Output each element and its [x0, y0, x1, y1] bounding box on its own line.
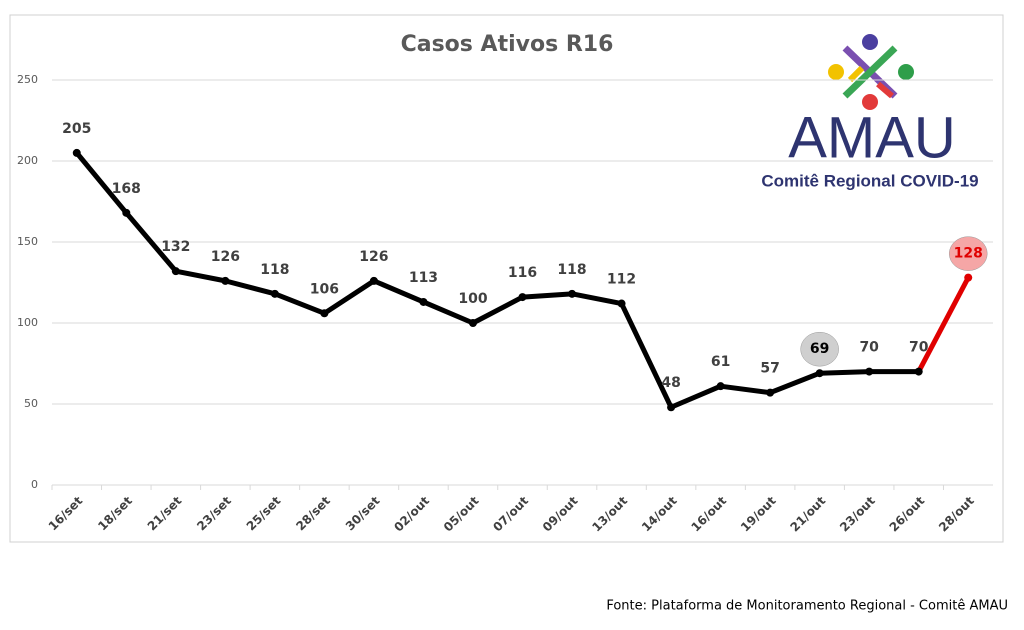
- point: [171, 267, 180, 276]
- data-label: 118: [260, 262, 289, 278]
- y-tick-label: 50: [24, 397, 38, 410]
- data-label: 116: [508, 265, 537, 281]
- point: [320, 309, 329, 318]
- y-tick-label: 200: [17, 154, 38, 167]
- point: [617, 299, 626, 308]
- source-note: Fonte: Plataforma de Monitoramento Regio…: [606, 599, 1008, 614]
- point: [964, 273, 973, 282]
- data-label: 61: [711, 354, 730, 370]
- data-label: 168: [112, 181, 141, 197]
- logo-dot: [828, 64, 844, 80]
- data-label: 57: [760, 361, 779, 377]
- data-label: 128: [954, 246, 983, 262]
- logo-subtitle: Comitê Regional COVID-19: [761, 171, 978, 190]
- data-label: 70: [859, 340, 879, 356]
- point: [518, 293, 527, 302]
- data-label: 205: [62, 121, 91, 137]
- point: [815, 369, 824, 378]
- point: [914, 367, 923, 376]
- point: [419, 297, 428, 306]
- logo-dot: [898, 64, 914, 80]
- line-highlight: [916, 276, 971, 373]
- data-label: 106: [310, 281, 339, 297]
- data-label: 113: [409, 270, 438, 286]
- point: [122, 208, 131, 217]
- point: [716, 382, 725, 391]
- data-label: 48: [661, 375, 680, 391]
- data-label: 100: [458, 291, 487, 307]
- label-highlight: [948, 236, 988, 271]
- logo-stroke: [876, 81, 894, 99]
- y-tick-label: 150: [17, 235, 38, 248]
- logo-dot: [862, 34, 878, 50]
- logo-stroke: [842, 45, 898, 99]
- y-tick-label: 250: [17, 73, 38, 86]
- data-label: 126: [359, 249, 388, 265]
- chart-title: Casos Ativos R16: [401, 32, 614, 57]
- point: [766, 388, 775, 397]
- point: [568, 289, 577, 298]
- point: [865, 367, 874, 376]
- data-label: 69: [810, 341, 829, 357]
- data-label: 132: [161, 239, 190, 255]
- label-highlight: [800, 331, 839, 367]
- logo-title: AMAU: [788, 105, 956, 170]
- y-tick-label: 0: [31, 478, 38, 491]
- point: [221, 276, 230, 285]
- point: [667, 403, 676, 412]
- point: [468, 319, 477, 327]
- y-tick-label: 100: [17, 316, 38, 329]
- data-label: 112: [607, 272, 636, 288]
- point: [369, 276, 378, 285]
- data-label: 70: [909, 340, 929, 356]
- data-label: 118: [557, 262, 586, 278]
- point: [270, 289, 279, 298]
- logo-dot: [862, 94, 878, 110]
- data-label: 126: [211, 249, 240, 265]
- line: [74, 151, 919, 410]
- logo-icon: [755, 30, 990, 170]
- point: [72, 148, 81, 157]
- logo-stroke: [847, 65, 865, 83]
